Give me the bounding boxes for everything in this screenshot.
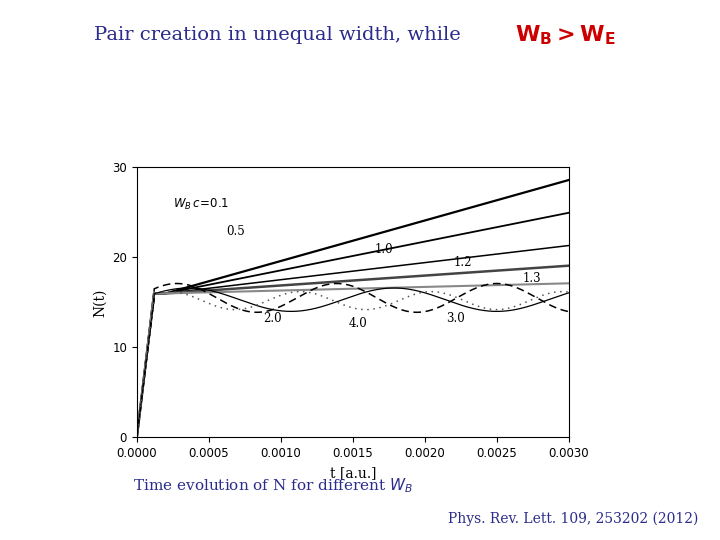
Text: 1.3: 1.3 (523, 272, 541, 285)
Text: Phys. Rev. Lett. 109, 253202 (2012): Phys. Rev. Lett. 109, 253202 (2012) (448, 512, 698, 526)
Text: $W_B\,c\!=\!0.1$: $W_B\,c\!=\!0.1$ (173, 197, 229, 212)
Text: 1.2: 1.2 (454, 256, 472, 269)
Text: 4.0: 4.0 (348, 316, 367, 330)
Text: 0.5: 0.5 (226, 225, 245, 238)
Text: 1.0: 1.0 (374, 243, 393, 256)
Text: $\mathbf{W_B}$$\mathbf{>}$$\mathbf{W_E}$: $\mathbf{W_B}$$\mathbf{>}$$\mathbf{W_E}$ (515, 23, 616, 47)
Y-axis label: N(t): N(t) (93, 288, 107, 316)
Text: 2.0: 2.0 (264, 312, 282, 325)
Text: 3.0: 3.0 (446, 312, 465, 325)
Text: Pair creation in unequal width, while: Pair creation in unequal width, while (94, 26, 467, 44)
Text: Time evolution of N for different $W_B$: Time evolution of N for different $W_B$ (133, 477, 414, 495)
X-axis label: t [a.u.]: t [a.u.] (330, 465, 376, 480)
